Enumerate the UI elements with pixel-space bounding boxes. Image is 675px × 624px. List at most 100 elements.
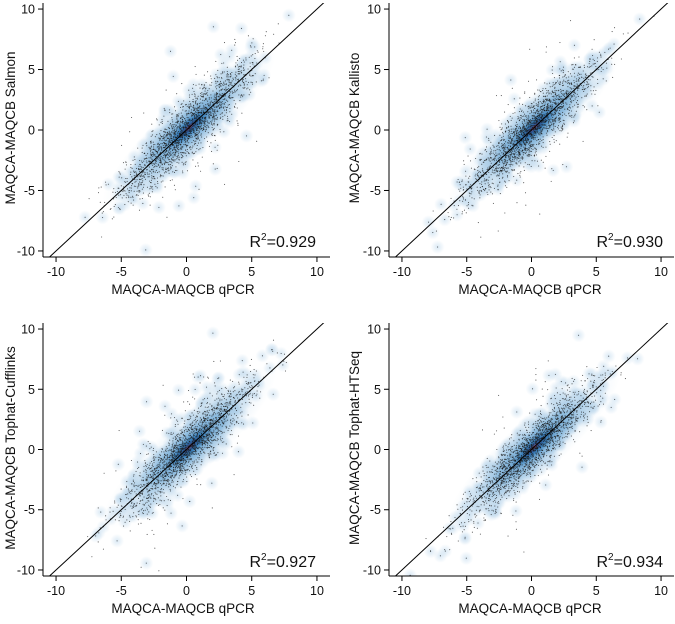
data-point bbox=[553, 128, 554, 129]
data-point bbox=[495, 150, 496, 151]
data-point bbox=[529, 129, 530, 130]
data-point bbox=[184, 137, 185, 138]
data-point bbox=[237, 56, 238, 57]
data-point bbox=[160, 465, 161, 466]
data-point bbox=[191, 106, 192, 107]
data-point bbox=[181, 127, 182, 128]
data-point bbox=[128, 201, 129, 202]
data-point bbox=[200, 484, 201, 485]
data-point bbox=[570, 99, 571, 100]
data-point bbox=[521, 129, 522, 130]
data-point bbox=[559, 119, 560, 120]
data-point bbox=[520, 157, 521, 158]
data-point bbox=[134, 186, 135, 187]
data-point bbox=[200, 126, 201, 127]
data-point bbox=[148, 453, 149, 454]
data-point bbox=[178, 101, 179, 102]
data-point bbox=[180, 440, 181, 441]
data-point bbox=[218, 377, 219, 378]
data-point bbox=[509, 130, 510, 131]
data-point bbox=[156, 479, 157, 480]
data-point bbox=[288, 15, 289, 16]
data-point bbox=[563, 123, 564, 124]
data-point bbox=[182, 155, 183, 156]
data-point bbox=[153, 167, 154, 168]
data-point bbox=[170, 490, 171, 491]
data-point bbox=[614, 27, 615, 28]
data-point bbox=[574, 85, 575, 86]
data-point bbox=[195, 141, 196, 142]
data-point bbox=[524, 134, 525, 135]
data-point bbox=[248, 414, 249, 415]
data-point bbox=[468, 178, 469, 179]
data-point bbox=[189, 501, 190, 502]
data-point bbox=[499, 162, 500, 163]
data-point bbox=[208, 436, 209, 437]
data-point bbox=[519, 156, 520, 157]
data-point bbox=[493, 150, 494, 151]
data-point bbox=[499, 157, 500, 158]
data-point bbox=[123, 162, 124, 163]
data-point bbox=[220, 101, 221, 102]
data-point bbox=[189, 404, 190, 405]
data-point bbox=[554, 119, 555, 120]
data-point bbox=[149, 176, 150, 177]
data-point bbox=[511, 133, 512, 134]
data-point bbox=[531, 135, 532, 136]
data-point bbox=[104, 473, 105, 474]
data-point bbox=[194, 133, 195, 134]
data-point bbox=[494, 172, 495, 173]
data-point bbox=[149, 443, 150, 444]
data-point bbox=[195, 186, 196, 187]
data-point bbox=[540, 108, 541, 109]
data-point bbox=[139, 503, 140, 504]
data-point bbox=[151, 159, 152, 160]
data-point bbox=[508, 104, 509, 105]
data-point bbox=[210, 94, 211, 95]
data-point bbox=[222, 438, 223, 439]
data-point bbox=[503, 147, 504, 148]
data-point bbox=[151, 188, 152, 189]
data-point bbox=[169, 124, 170, 125]
data-point bbox=[589, 58, 590, 59]
data-point bbox=[179, 434, 180, 435]
data-point bbox=[214, 439, 215, 440]
data-point bbox=[194, 451, 195, 452]
data-point bbox=[176, 114, 177, 115]
data-point bbox=[556, 95, 557, 96]
data-point bbox=[200, 422, 201, 423]
data-point bbox=[142, 182, 143, 183]
data-point bbox=[507, 175, 508, 176]
data-point bbox=[550, 125, 551, 126]
data-point bbox=[187, 106, 188, 107]
data-point bbox=[213, 113, 214, 114]
data-point bbox=[584, 96, 585, 97]
data-point bbox=[138, 169, 139, 170]
data-point bbox=[549, 83, 550, 84]
data-point bbox=[229, 111, 230, 112]
data-point bbox=[563, 67, 564, 68]
data-point bbox=[568, 80, 569, 81]
data-point bbox=[209, 403, 210, 404]
data-point bbox=[180, 466, 181, 467]
data-point bbox=[229, 108, 230, 109]
data-point bbox=[567, 137, 568, 138]
data-point bbox=[611, 64, 612, 65]
data-point bbox=[151, 476, 152, 477]
data-point bbox=[533, 106, 534, 107]
data-point bbox=[462, 180, 463, 181]
data-point bbox=[522, 123, 523, 124]
data-point bbox=[488, 187, 489, 188]
data-point bbox=[151, 131, 152, 132]
data-point bbox=[526, 119, 527, 120]
data-point bbox=[532, 146, 533, 147]
data-point bbox=[504, 145, 505, 146]
data-point bbox=[493, 203, 494, 204]
data-point bbox=[282, 364, 283, 365]
data-point bbox=[225, 87, 226, 88]
data-point bbox=[566, 91, 567, 92]
data-point bbox=[195, 419, 196, 420]
data-point bbox=[237, 89, 238, 90]
data-point bbox=[189, 94, 190, 95]
data-point bbox=[542, 128, 543, 129]
